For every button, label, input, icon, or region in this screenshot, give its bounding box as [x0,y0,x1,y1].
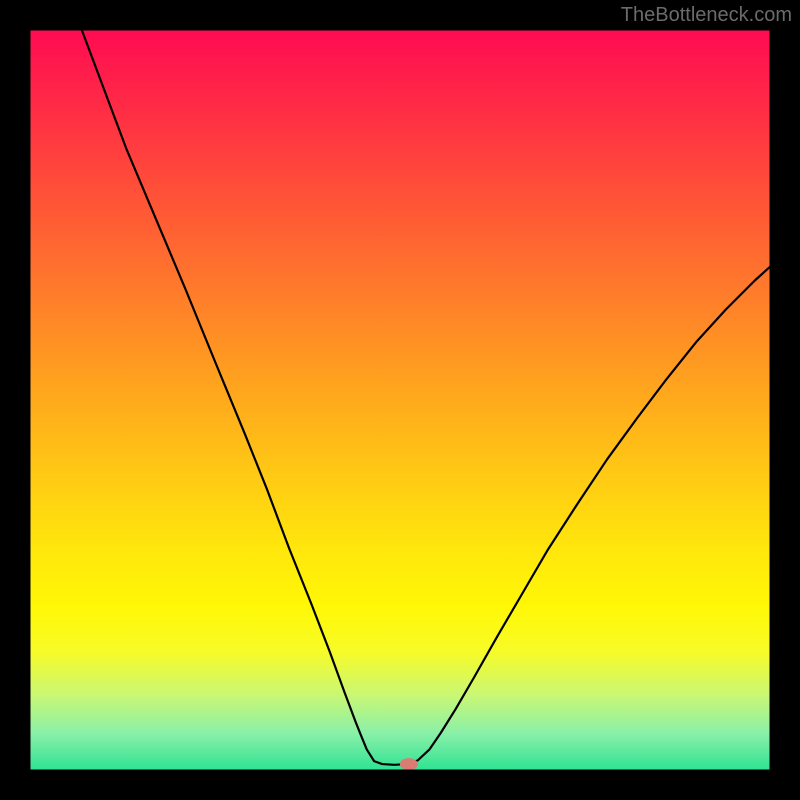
plot-background [30,30,770,770]
optimal-point-marker [400,758,418,770]
watermark-text: TheBottleneck.com [621,4,792,27]
bottleneck-chart [0,0,800,800]
chart-container: TheBottleneck.com [0,0,800,800]
